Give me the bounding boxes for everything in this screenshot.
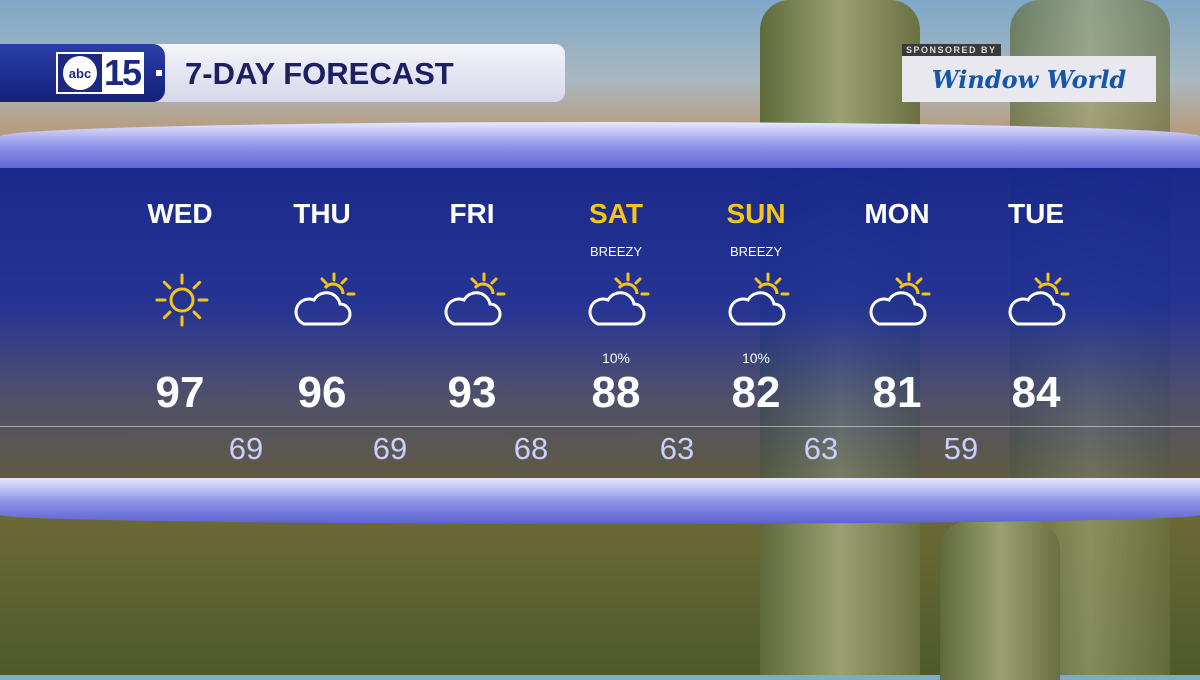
precip-chance: 10% xyxy=(601,350,631,366)
window-world-logo: Window World xyxy=(902,56,1156,102)
abc15-logo: abc 15 xyxy=(56,52,144,94)
partly-cloudy-icon xyxy=(726,268,790,332)
page-title: 7-DAY FORECAST xyxy=(185,56,454,91)
partly-cloudy-icon xyxy=(586,268,650,332)
high-temp: 88 xyxy=(591,368,641,417)
partly-cloudy-icon xyxy=(292,268,356,332)
high-temp: 81 xyxy=(872,368,922,417)
high-temp: 96 xyxy=(297,368,347,417)
high-temp: 97 xyxy=(155,368,205,417)
day-label: TUE xyxy=(1008,198,1064,229)
low-temp: 63 xyxy=(803,431,839,466)
low-temp: 68 xyxy=(513,431,549,466)
partly-cloudy-icon xyxy=(442,268,506,332)
partly-cloudy-icon xyxy=(867,268,931,332)
condition-note: BREEZY xyxy=(729,244,782,259)
sunny-icon xyxy=(150,268,214,332)
day-column-sat: SAT BREEZY 10% 88 xyxy=(546,168,686,468)
forecast-panel: WED 97 THU 96 FRI 93 SAT BREEZY 10% 88 SUN B… xyxy=(0,168,1200,480)
bottom-glass-band xyxy=(0,478,1200,524)
high-temp: 84 xyxy=(1011,368,1061,417)
condition-note: BREEZY xyxy=(589,244,642,259)
partly-cloudy-icon xyxy=(1006,268,1070,332)
low-temp: 63 xyxy=(659,431,695,466)
high-temp: 93 xyxy=(447,368,497,417)
day-column-sun: SUN BREEZY 10% 82 xyxy=(686,168,826,468)
day-column-thu: THU 96 xyxy=(252,168,392,468)
day-column-tue: TUE 84 xyxy=(966,168,1106,468)
separator-dot xyxy=(156,70,162,76)
day-column-mon: MON 81 xyxy=(827,168,967,468)
day-label: SAT xyxy=(589,198,643,229)
day-label: MON xyxy=(864,198,930,229)
high-temp: 82 xyxy=(731,368,781,417)
day-label: FRI xyxy=(449,198,495,229)
low-temp: 59 xyxy=(943,431,979,466)
logo-abc: abc xyxy=(63,56,97,90)
top-glass-band xyxy=(0,122,1200,170)
cactus-bg xyxy=(940,520,1060,680)
day-label: THU xyxy=(293,198,351,229)
day-column-fri: FRI 93 xyxy=(402,168,542,468)
day-label: SUN xyxy=(726,198,786,229)
day-column-wed: WED 97 xyxy=(110,168,250,468)
sponsor-badge: Window World SPONSORED BY xyxy=(902,44,1156,102)
title-bar: abc 15 7-DAY FORECAST xyxy=(0,44,565,102)
low-temp: 69 xyxy=(372,431,408,466)
low-temp: 69 xyxy=(228,431,264,466)
sponsor-label: SPONSORED BY xyxy=(902,44,1001,56)
logo-number: 15 xyxy=(103,52,142,93)
divider-line xyxy=(0,426,1200,427)
precip-chance: 10% xyxy=(741,350,771,366)
day-label: WED xyxy=(147,198,213,229)
